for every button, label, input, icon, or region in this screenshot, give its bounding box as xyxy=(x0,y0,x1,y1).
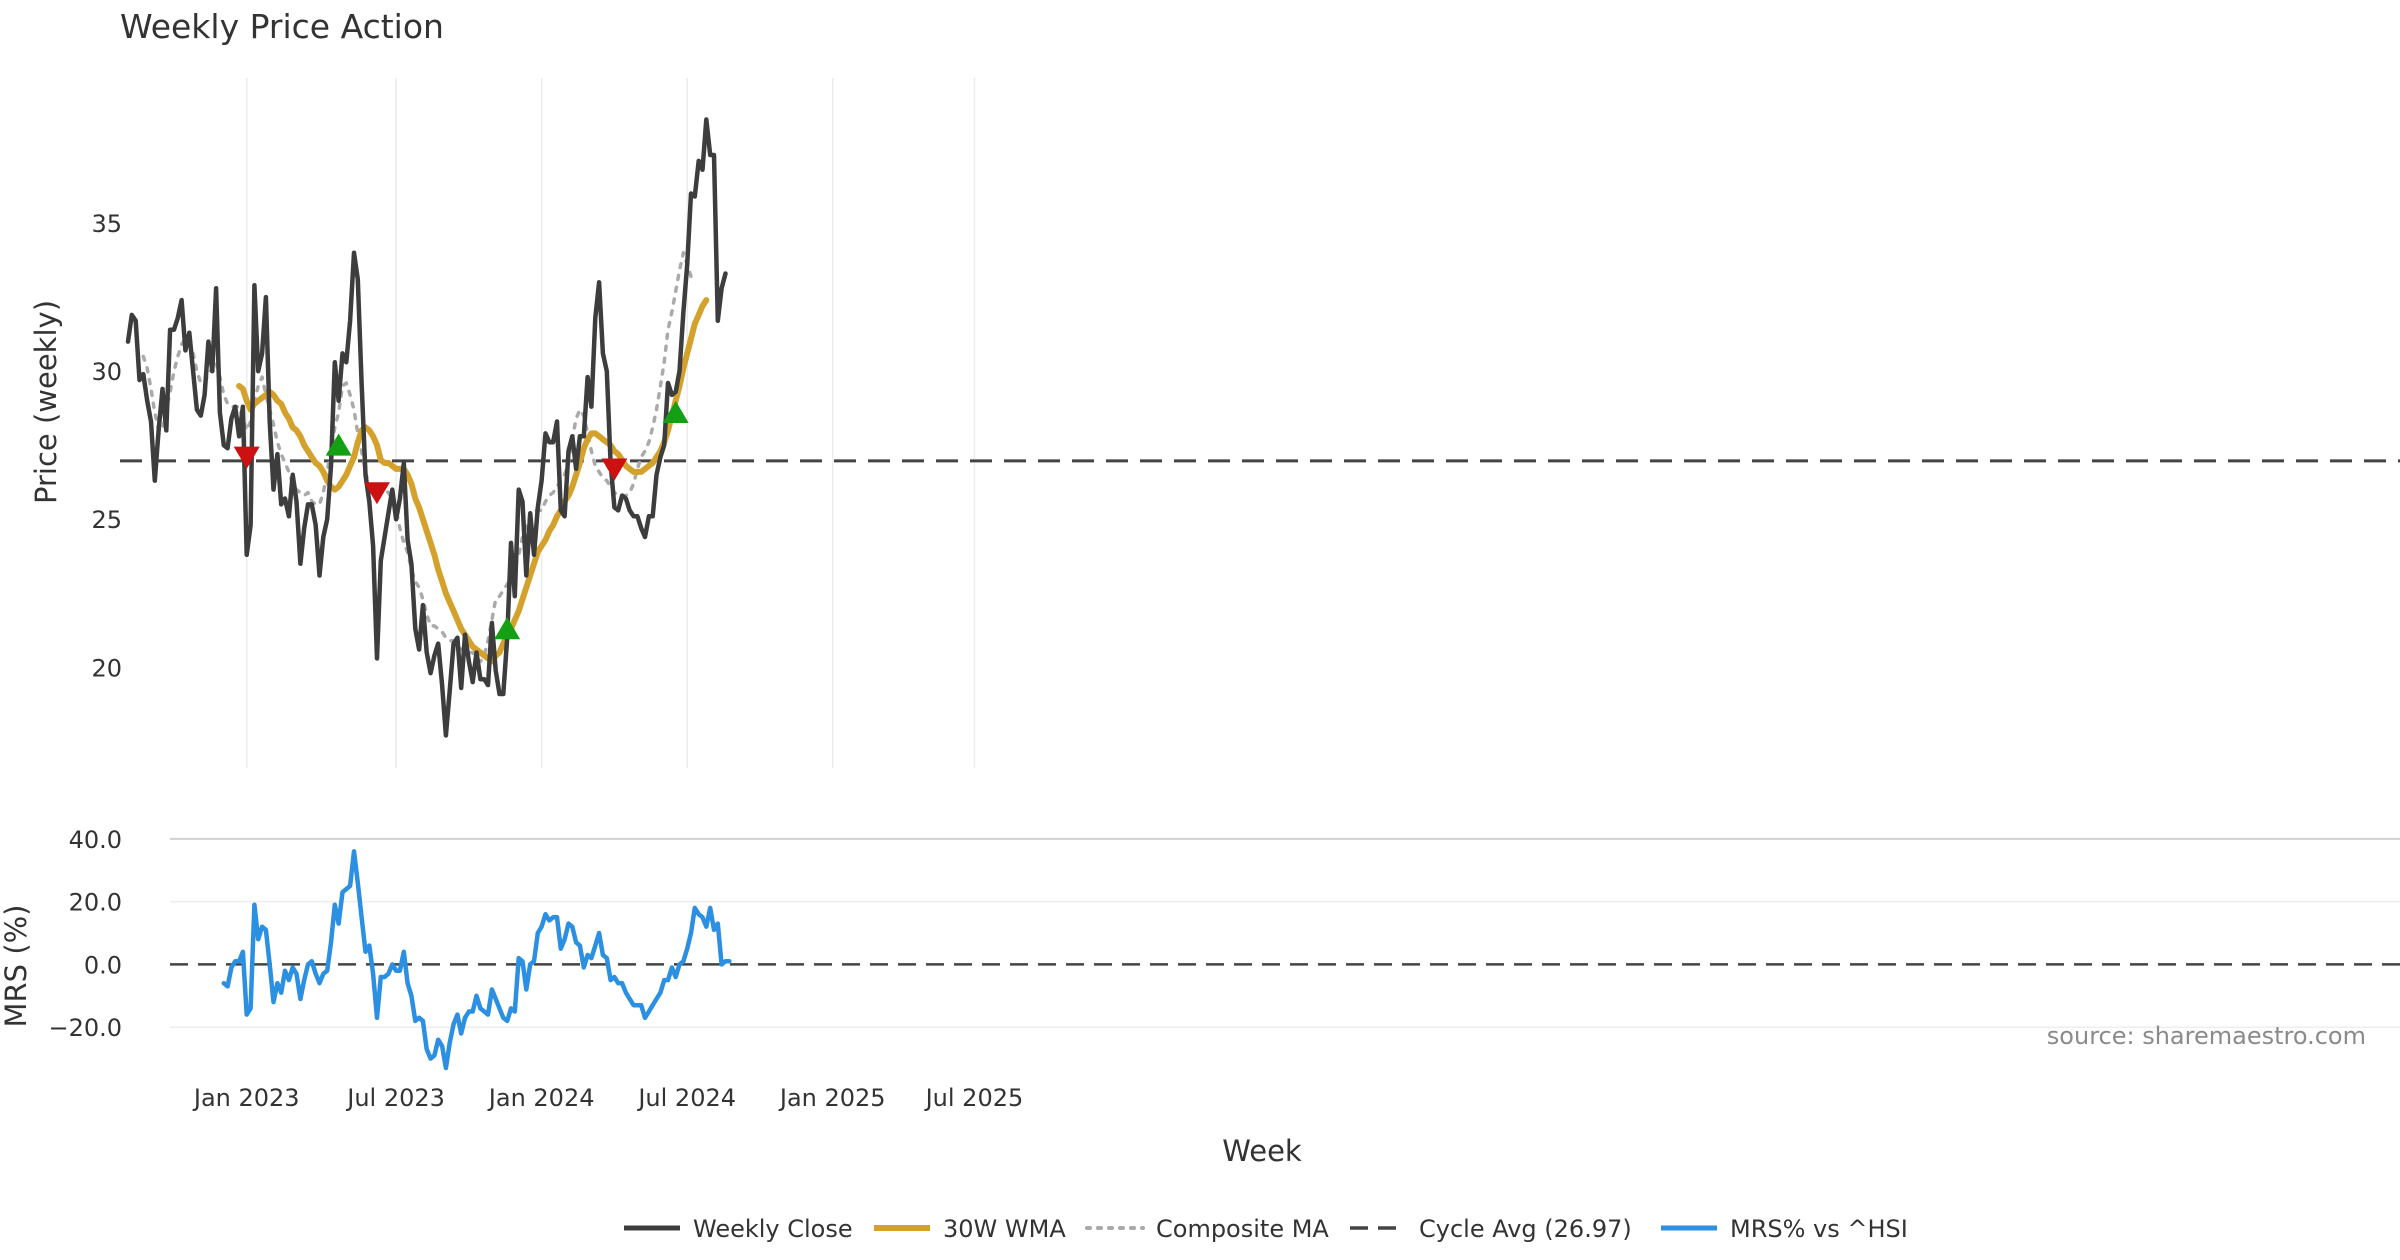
legend: Weekly Close 30W WMA Composite MA Cycle Avg… xyxy=(624,1215,1908,1243)
buy-signal-marker xyxy=(662,400,689,424)
price-y-tick-label: 30 xyxy=(91,358,122,386)
legend-label: Weekly Close xyxy=(693,1215,853,1243)
x-tick-label: Jul 2024 xyxy=(636,1084,736,1112)
price-y-axis-label: Price (weekly) xyxy=(29,300,63,504)
legend-label: Composite MA xyxy=(1156,1215,1329,1243)
x-axis-ticks: Jan 2023 Jul 2023 Jan 2024 Jul 2024 Jan 2025… xyxy=(192,1084,1023,1112)
x-tick-label: Jul 2025 xyxy=(924,1084,1024,1112)
legend-label: Cycle Avg (26.97) xyxy=(1419,1215,1632,1243)
mrs-y-tick-label: −20.0 xyxy=(48,1014,122,1042)
x-tick-label: Jul 2023 xyxy=(345,1084,445,1112)
legend-label: 30W WMA xyxy=(943,1215,1066,1243)
sell-signal-marker xyxy=(233,446,260,469)
price-y-tick-label: 35 xyxy=(91,210,122,238)
x-tick-label: Jan 2024 xyxy=(487,1084,595,1112)
sell-signal-marker xyxy=(363,482,390,505)
buy-signal-marker xyxy=(325,433,352,456)
mrs-y-axis-label: MRS (%) xyxy=(0,905,33,1028)
source-note: source: sharemaestro.com xyxy=(2047,1022,2366,1050)
x-tick-label: Jan 2023 xyxy=(192,1084,300,1112)
x-tick-label: Jan 2025 xyxy=(778,1084,886,1112)
wma-30w-line xyxy=(236,297,710,665)
chart-title: Weekly Price Action xyxy=(120,7,444,46)
sell-signal-marker xyxy=(601,458,628,481)
price-y-tick-label: 25 xyxy=(91,506,122,534)
mrs-y-tick-label: 20.0 xyxy=(69,889,122,917)
price-y-tick-label: 20 xyxy=(91,654,122,682)
weekly-close-line xyxy=(125,117,728,738)
mrs-y-tick-label: 40.0 xyxy=(69,826,122,854)
mrs-panel: 40.0 20.0 0.0 −20.0 xyxy=(48,826,2400,1071)
mrs-line xyxy=(221,849,732,1071)
buy-signal-marker xyxy=(494,617,521,640)
price-panel: 20 25 30 35 xyxy=(91,78,2400,768)
mrs-y-tick-label: 0.0 xyxy=(84,951,122,979)
legend-label: MRS% vs ^HSI xyxy=(1730,1215,1908,1243)
x-axis-label: Week xyxy=(1222,1134,1302,1168)
